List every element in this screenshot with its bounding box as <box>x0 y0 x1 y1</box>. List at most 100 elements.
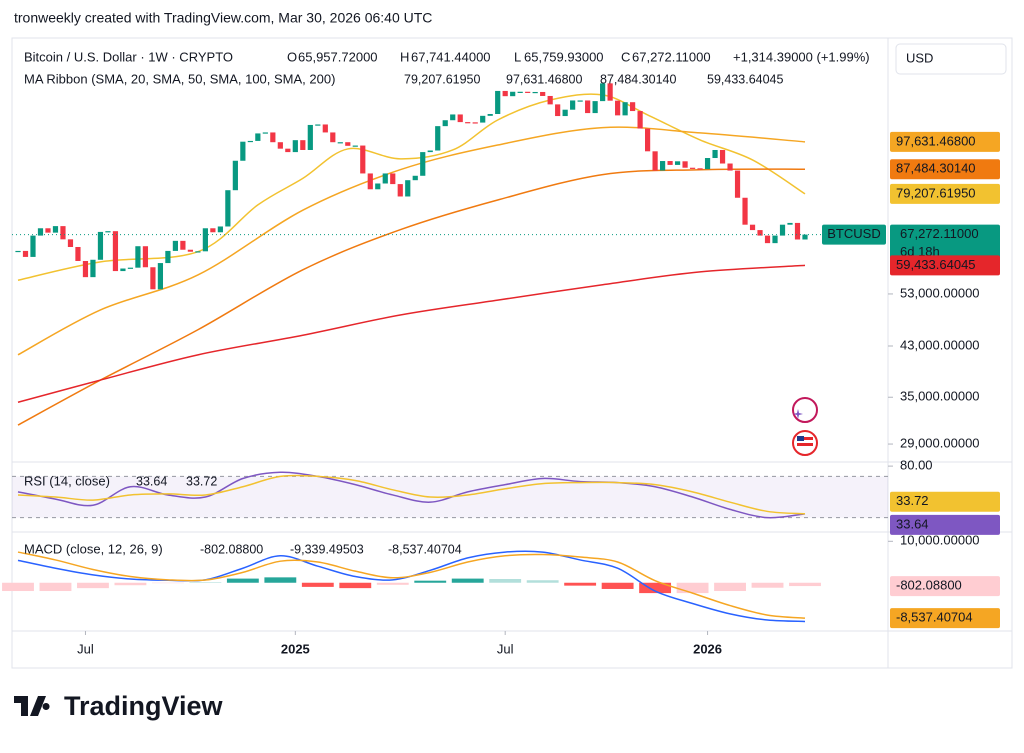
candle <box>338 142 343 143</box>
logo-text: TradingView <box>64 691 224 721</box>
candle <box>390 173 395 184</box>
ma-title: MA Ribbon (SMA, 20, SMA, 50, SMA, 100, S… <box>24 71 335 86</box>
symbol-title: Bitcoin / U.S. Dollar · 1W · CRYPTO <box>24 49 233 64</box>
histogram-bar <box>677 583 709 593</box>
candle <box>495 91 500 114</box>
candle <box>735 171 740 198</box>
candle <box>458 114 463 122</box>
candle <box>360 146 365 174</box>
ohlc-value: 67,741.44000 <box>411 49 491 64</box>
flag-canton[interactable] <box>797 436 804 441</box>
candle <box>473 122 478 123</box>
candle <box>255 133 260 141</box>
candle <box>98 232 103 260</box>
candle <box>420 152 425 176</box>
histogram-bar <box>77 583 109 588</box>
candle <box>165 251 170 263</box>
candle <box>593 101 598 113</box>
candle <box>405 180 410 196</box>
change: +1,314.39000 (+1.99%) <box>733 49 870 64</box>
candle <box>548 96 553 104</box>
ma-tag: 97,631.46800 <box>896 133 976 148</box>
ohlc-key: L <box>514 49 521 64</box>
histogram-bar <box>489 579 521 583</box>
candle <box>660 161 665 171</box>
candle <box>105 231 110 232</box>
histogram-tag: -802.08800 <box>896 578 962 593</box>
candle <box>23 251 28 257</box>
candle <box>623 102 628 115</box>
candle <box>30 236 35 257</box>
candle <box>293 140 298 152</box>
candle <box>615 101 620 116</box>
candle <box>518 92 523 93</box>
histogram-bar <box>2 583 34 591</box>
histogram-bar <box>602 583 634 589</box>
histogram-bar <box>264 577 296 582</box>
candle <box>270 132 275 142</box>
candle <box>135 246 140 267</box>
rsi-legend-value: 33.72 <box>186 474 217 488</box>
y-tick-label: 29,000.00000 <box>900 435 980 450</box>
histogram-bar <box>339 583 371 588</box>
candle <box>727 164 732 171</box>
candle <box>667 161 672 165</box>
candle <box>240 142 245 161</box>
candle <box>308 125 313 150</box>
candle <box>315 124 320 125</box>
candle <box>682 161 687 167</box>
candle <box>210 228 215 232</box>
macd-legend-value: -9,339.49503 <box>290 542 364 556</box>
y-tick-label: 10,000.00000 <box>900 533 980 548</box>
macd-legend-value: -8,537.40704 <box>388 542 462 556</box>
symbol-tag: BTCUSD <box>827 226 880 241</box>
us-flag-icon[interactable] <box>793 431 817 455</box>
x-tick-label: 2025 <box>281 641 310 656</box>
ohlc-key: O <box>287 49 297 64</box>
candle <box>802 235 807 240</box>
candle <box>503 91 508 96</box>
histogram-bar <box>527 580 559 582</box>
rsi-tag: 33.64 <box>896 516 929 531</box>
candle <box>480 116 485 123</box>
candle <box>705 158 710 169</box>
candle <box>787 223 792 225</box>
candle <box>45 228 50 232</box>
ma-tag: 87,484.30140 <box>896 161 976 176</box>
histogram-bar <box>789 583 821 586</box>
currency-button[interactable]: USD <box>896 44 1006 74</box>
candle <box>488 114 493 116</box>
candle <box>742 198 747 225</box>
pane-title: MACD (close, 12, 26, 9) <box>24 541 163 556</box>
candle <box>68 239 73 247</box>
candle <box>278 142 283 148</box>
y-tick-label: 80.00 <box>900 458 933 473</box>
candle <box>450 114 455 120</box>
candle <box>353 146 358 147</box>
ma-legend-value: 59,433.64045 <box>707 72 784 86</box>
candle <box>652 151 657 170</box>
x-tick-label: Jul <box>77 641 94 656</box>
candle <box>398 184 403 196</box>
candle <box>383 173 388 183</box>
candle <box>375 183 380 189</box>
x-tick-label: Jul <box>497 641 514 656</box>
histogram-bar <box>40 583 72 591</box>
candle <box>413 176 418 180</box>
candle <box>120 269 125 272</box>
currency-label[interactable]: USD <box>906 50 933 65</box>
flag-stripe[interactable] <box>797 443 813 446</box>
candle <box>563 110 568 116</box>
candle <box>525 92 530 93</box>
candle <box>158 263 163 289</box>
candle <box>263 132 268 133</box>
candle <box>772 236 777 244</box>
candle <box>83 261 88 277</box>
macd-tag: -8,537.40704 <box>896 610 973 625</box>
y-tick-label: 53,000.00000 <box>900 285 980 300</box>
x-tick-label: 2026 <box>693 641 722 656</box>
candle <box>285 149 290 152</box>
candle <box>690 168 695 169</box>
candle <box>435 126 440 150</box>
histogram-bar <box>115 583 147 585</box>
